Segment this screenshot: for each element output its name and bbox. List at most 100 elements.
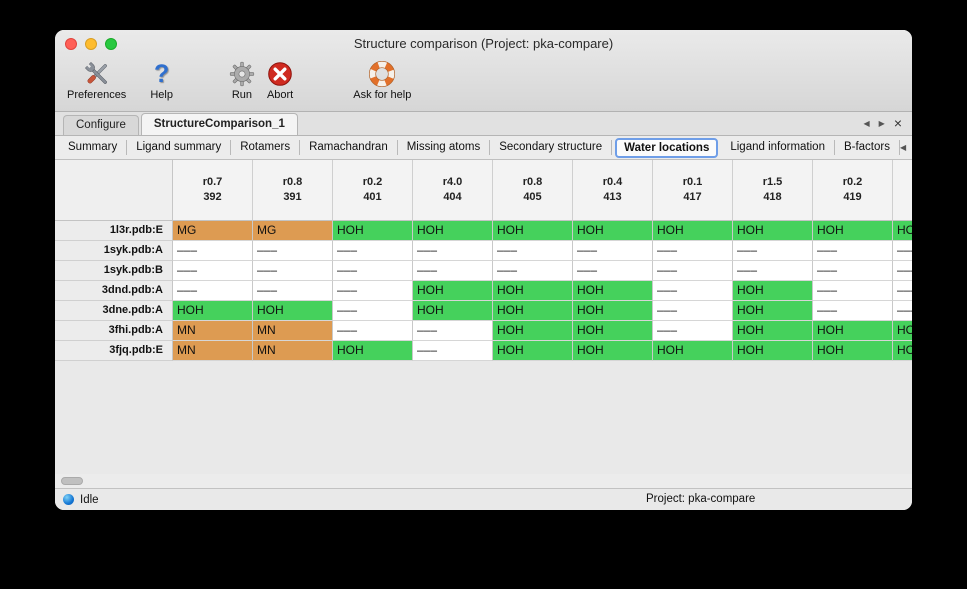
- table-cell[interactable]: –––: [253, 241, 333, 261]
- table-cell[interactable]: –––: [653, 241, 733, 261]
- table-cell[interactable]: HOH: [413, 221, 493, 241]
- table-cell[interactable]: –––: [333, 321, 413, 341]
- subtab-ramachandran[interactable]: Ramachandran: [300, 140, 398, 155]
- table-cell[interactable]: –––: [333, 281, 413, 301]
- table-cell[interactable]: MN: [253, 321, 333, 341]
- row-label[interactable]: 3fjq.pdb:E: [55, 341, 173, 361]
- table-cell[interactable]: HOH: [733, 301, 813, 321]
- table-cell[interactable]: HOH: [253, 301, 333, 321]
- table-cell[interactable]: MN: [173, 341, 253, 361]
- table-cell[interactable]: –––: [253, 281, 333, 301]
- table-cell[interactable]: –––: [813, 261, 893, 281]
- table-cell[interactable]: –––: [493, 241, 573, 261]
- table-cell[interactable]: –––: [893, 241, 912, 261]
- table-cell[interactable]: HOH: [573, 221, 653, 241]
- table-cell[interactable]: –––: [813, 301, 893, 321]
- table-cell[interactable]: –––: [893, 301, 912, 321]
- table-cell[interactable]: HOH: [733, 341, 813, 361]
- table-cell[interactable]: –––: [493, 261, 573, 281]
- table-cell[interactable]: HOH: [573, 321, 653, 341]
- table-cell[interactable]: HOH: [733, 221, 813, 241]
- table-cell[interactable]: HOH: [653, 341, 733, 361]
- table-cell[interactable]: –––: [733, 261, 813, 281]
- tab-nav-right-icon[interactable]: ▶: [878, 118, 885, 128]
- subtab-rotamers[interactable]: Rotamers: [231, 140, 301, 155]
- table-cell[interactable]: HOH: [413, 301, 493, 321]
- table-cell[interactable]: HOH: [733, 281, 813, 301]
- table-cell[interactable]: HOH: [573, 301, 653, 321]
- minimize-window-button[interactable]: [85, 38, 97, 50]
- row-label[interactable]: 1l3r.pdb:E: [55, 221, 173, 241]
- subtab-b-factors[interactable]: B-factors: [835, 140, 900, 155]
- table-cell[interactable]: HOH: [413, 281, 493, 301]
- preferences-button[interactable]: Preferences: [67, 59, 126, 101]
- table-cell[interactable]: HOH: [893, 221, 912, 241]
- table-cell[interactable]: –––: [413, 241, 493, 261]
- table-cell[interactable]: HOH: [493, 301, 573, 321]
- table-cell[interactable]: –––: [333, 241, 413, 261]
- subtab-ligand-summary[interactable]: Ligand summary: [127, 140, 232, 155]
- horizontal-scrollbar-thumb[interactable]: [61, 477, 83, 485]
- subtab-secondary-structure[interactable]: Secondary structure: [490, 140, 613, 155]
- subtab-nav-left-icon[interactable]: ◀: [899, 143, 907, 152]
- table-cell[interactable]: HOH: [333, 341, 413, 361]
- table-cell[interactable]: –––: [413, 261, 493, 281]
- row-label[interactable]: 3fhi.pdb:A: [55, 321, 173, 341]
- table-cell[interactable]: –––: [653, 261, 733, 281]
- table-cell[interactable]: –––: [333, 261, 413, 281]
- subtab-ligand-information[interactable]: Ligand information: [721, 140, 835, 155]
- table-cell[interactable]: –––: [813, 281, 893, 301]
- tab-configure[interactable]: Configure: [63, 115, 139, 135]
- table-cell[interactable]: HOH: [493, 221, 573, 241]
- table-cell[interactable]: MG: [253, 221, 333, 241]
- table-cell[interactable]: HOH: [893, 341, 912, 361]
- table-cell[interactable]: HOH: [813, 221, 893, 241]
- close-window-button[interactable]: [65, 38, 77, 50]
- ask-for-help-button[interactable]: Ask for help: [353, 59, 411, 101]
- abort-button[interactable]: Abort: [267, 59, 293, 101]
- table-cell[interactable]: HOH: [493, 281, 573, 301]
- table-cell[interactable]: –––: [573, 241, 653, 261]
- row-label[interactable]: 1syk.pdb:B: [55, 261, 173, 281]
- tab-close-icon[interactable]: ×: [893, 115, 902, 131]
- table-cell[interactable]: –––: [413, 321, 493, 341]
- table-cell[interactable]: –––: [893, 261, 912, 281]
- table-cell[interactable]: MN: [173, 321, 253, 341]
- table-cell[interactable]: HOH: [653, 221, 733, 241]
- table-cell[interactable]: MG: [173, 221, 253, 241]
- table-cell[interactable]: HOH: [493, 341, 573, 361]
- table-cell[interactable]: HOH: [573, 341, 653, 361]
- table-cell[interactable]: –––: [573, 261, 653, 281]
- table-cell[interactable]: HOH: [813, 321, 893, 341]
- table-cell[interactable]: HOH: [813, 341, 893, 361]
- run-button[interactable]: Run: [229, 59, 255, 101]
- table-cell[interactable]: HOH: [173, 301, 253, 321]
- table-cell[interactable]: –––: [253, 261, 333, 281]
- table-cell[interactable]: MN: [253, 341, 333, 361]
- row-label[interactable]: 1syk.pdb:A: [55, 241, 173, 261]
- tab-nav-left-icon[interactable]: ◀: [863, 118, 870, 128]
- table-cell[interactable]: –––: [813, 241, 893, 261]
- table-cell[interactable]: –––: [653, 281, 733, 301]
- table-cell[interactable]: –––: [173, 281, 253, 301]
- subtab-missing-atoms[interactable]: Missing atoms: [398, 140, 491, 155]
- table-cell[interactable]: HOH: [333, 221, 413, 241]
- help-button[interactable]: ? Help: [150, 59, 173, 101]
- table-cell[interactable]: HOH: [573, 281, 653, 301]
- subtab-summary[interactable]: Summary: [59, 140, 128, 155]
- row-label[interactable]: 3dnd.pdb:A: [55, 281, 173, 301]
- table-cell[interactable]: HOH: [733, 321, 813, 341]
- table-cell[interactable]: –––: [653, 321, 733, 341]
- subtab-water-locations[interactable]: Water locations: [615, 137, 719, 158]
- table-cell[interactable]: –––: [333, 301, 413, 321]
- row-label[interactable]: 3dne.pdb:A: [55, 301, 173, 321]
- table-cell[interactable]: –––: [733, 241, 813, 261]
- table-cell[interactable]: –––: [173, 261, 253, 281]
- table-cell[interactable]: HOH: [493, 321, 573, 341]
- table-cell[interactable]: HOH: [893, 321, 912, 341]
- table-cell[interactable]: –––: [173, 241, 253, 261]
- table-cell[interactable]: –––: [413, 341, 493, 361]
- table-cell[interactable]: –––: [893, 281, 912, 301]
- zoom-window-button[interactable]: [105, 38, 117, 50]
- table-cell[interactable]: –––: [653, 301, 733, 321]
